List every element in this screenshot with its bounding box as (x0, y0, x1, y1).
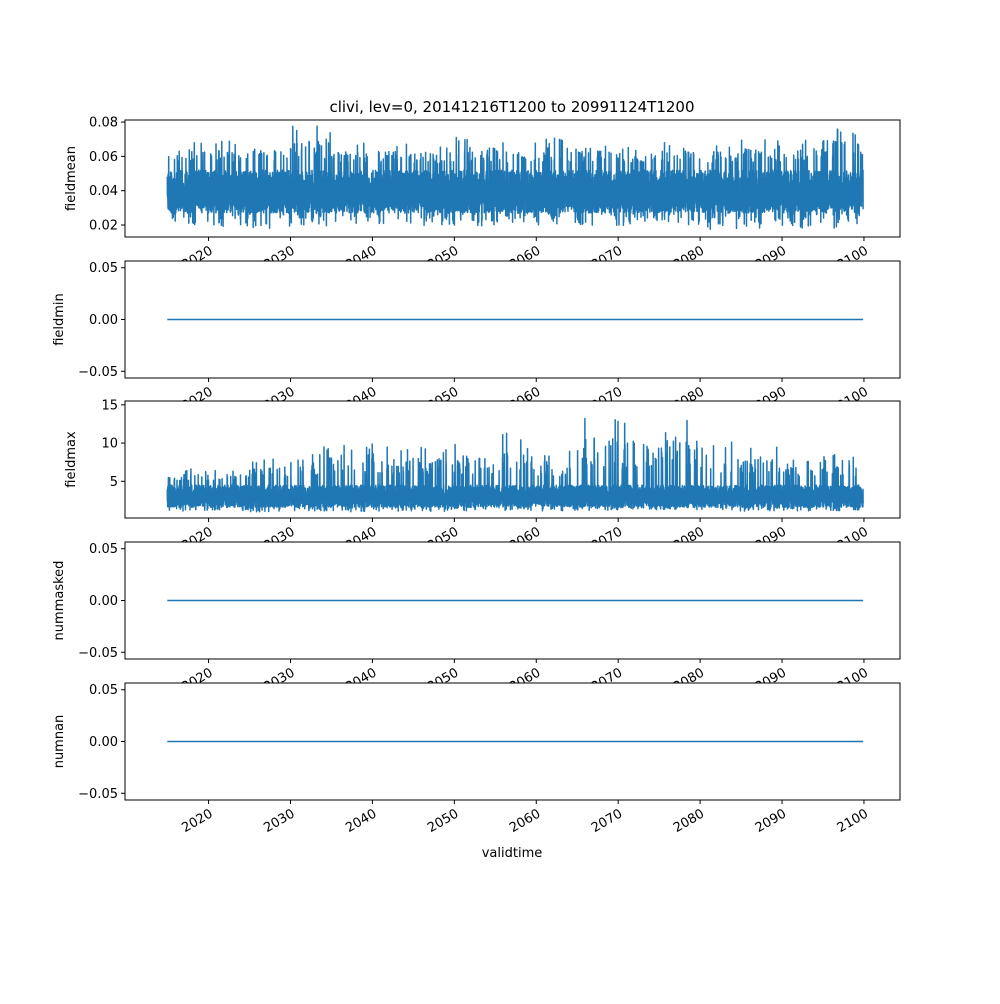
x-tick-label: 2030 (261, 806, 297, 836)
series-line (166, 125, 864, 231)
y-tick-label: 0.00 (89, 735, 118, 750)
y-tick-label: 0.08 (89, 116, 118, 131)
x-tick-label: 2060 (507, 806, 543, 836)
x-tick-label: 2080 (671, 806, 707, 836)
chart-title: clivi, lev=0, 20141216T1200 to 20991124T… (329, 98, 694, 116)
y-tick-label: 10 (101, 437, 118, 452)
axes-frame (124, 400, 901, 519)
y-tick-label: 0.05 (89, 261, 118, 276)
axes-frame (124, 119, 901, 238)
y-tick-label: 0.05 (89, 683, 118, 698)
y-tick-label: 0.05 (89, 542, 118, 557)
y-tick-label: 0.06 (89, 150, 118, 165)
y-tick-label: 15 (101, 398, 118, 413)
y-tick-label: 0.00 (89, 313, 118, 328)
y-tick-label: 0.00 (89, 594, 118, 609)
x-tick-label: 2070 (589, 806, 625, 836)
y-tick-label: 0.04 (89, 184, 118, 199)
y-axis-label: fieldmax (64, 431, 79, 488)
y-axis-label: nummasked (52, 561, 67, 641)
y-tick-label: −0.05 (78, 646, 118, 661)
x-tick-label: 2040 (343, 806, 379, 836)
y-axis-label: numnan (52, 715, 67, 769)
x-tick-label: 2020 (179, 806, 215, 836)
y-tick-label: −0.05 (78, 365, 118, 380)
y-axis-label: fieldmean (64, 146, 79, 211)
panel-numnan: −0.05 0.00 0.05 numnan 2020 2030 2040 2050 2060 2… (52, 682, 901, 836)
x-axis-label: validtime (482, 846, 543, 861)
y-tick-label: −0.05 (78, 787, 118, 802)
series-line (166, 417, 864, 513)
x-tick-label: 2090 (753, 806, 789, 836)
y-tick-label: 5 (110, 475, 118, 490)
x-tick-label: 2050 (425, 806, 461, 836)
y-tick-label: 0.02 (89, 218, 118, 233)
y-axis-label: fieldmin (52, 293, 67, 346)
x-tick-label: 2100 (835, 806, 871, 836)
